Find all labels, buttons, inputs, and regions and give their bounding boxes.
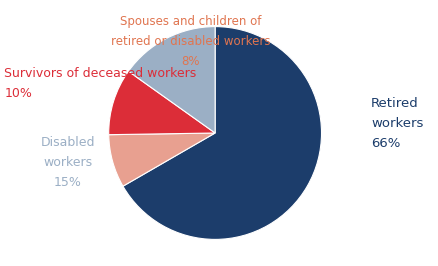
Text: workers: workers — [43, 156, 92, 169]
Wedge shape — [109, 133, 215, 186]
Wedge shape — [109, 71, 215, 135]
Text: 10%: 10% — [4, 87, 32, 100]
Text: Disabled: Disabled — [41, 136, 95, 149]
Wedge shape — [123, 27, 321, 239]
Wedge shape — [128, 27, 215, 133]
Text: Retired: Retired — [370, 97, 418, 110]
Text: 15%: 15% — [54, 176, 82, 189]
Text: Spouses and children of: Spouses and children of — [120, 15, 261, 28]
Text: workers: workers — [370, 117, 422, 130]
Text: Survivors of deceased workers: Survivors of deceased workers — [4, 67, 196, 80]
Text: 8%: 8% — [181, 55, 200, 68]
Text: 66%: 66% — [370, 137, 399, 150]
Text: retired or disabled workers: retired or disabled workers — [111, 35, 270, 48]
